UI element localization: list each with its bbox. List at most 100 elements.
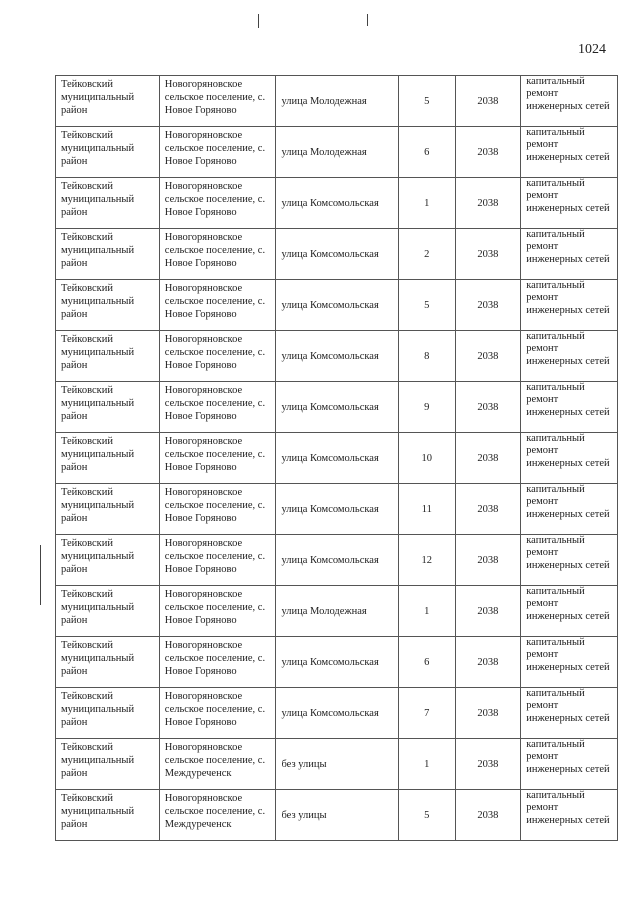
street-cell: улица Комсомольская <box>275 432 399 484</box>
district-cell: Тейковский муниципальный район <box>55 177 160 229</box>
year-cell: 2038 <box>454 432 522 484</box>
table-row: Тейковский муниципальный район Новогоряно… <box>55 228 618 280</box>
house-number-cell: 11 <box>398 483 456 535</box>
work-type-cell: капитальный ремонт инженерных сетей <box>520 483 618 535</box>
work-type-cell: капитальный ремонт инженерных сетей <box>520 75 618 127</box>
work-type-cell: капитальный ремонт инженерных сетей <box>520 126 618 178</box>
district-cell: Тейковский муниципальный район <box>55 381 160 433</box>
scan-mark <box>367 14 368 26</box>
year-cell: 2038 <box>454 228 522 280</box>
table-row: Тейковский муниципальный район Новогоряно… <box>55 483 618 535</box>
work-type-cell: капитальный ремонт инженерных сетей <box>520 789 618 841</box>
year-cell: 2038 <box>454 330 522 382</box>
district-cell: Тейковский муниципальный район <box>55 483 160 535</box>
table-row: Тейковский муниципальный район Новогоряно… <box>55 126 618 178</box>
settlement-cell: Новогоряновское сельское поселение, с. Н… <box>158 534 277 586</box>
year-cell: 2038 <box>454 534 522 586</box>
house-number-cell: 5 <box>398 279 456 331</box>
street-cell: без улицы <box>275 738 399 790</box>
house-number-cell: 6 <box>398 126 456 178</box>
settlement-cell: Новогоряновское сельское поселение, с. Н… <box>158 177 277 229</box>
work-type-cell: капитальный ремонт инженерных сетей <box>520 738 618 790</box>
table-row: Тейковский муниципальный район Новогоряно… <box>55 330 618 382</box>
street-cell: улица Молодежная <box>275 126 399 178</box>
district-cell: Тейковский муниципальный район <box>55 279 160 331</box>
settlement-cell: Новогоряновское сельское поселение, с. Н… <box>158 381 277 433</box>
table-row: Тейковский муниципальный район Новогоряно… <box>55 432 618 484</box>
work-type-cell: капитальный ремонт инженерных сетей <box>520 432 618 484</box>
table-row: Тейковский муниципальный район Новогоряно… <box>55 738 618 790</box>
page-number: 1024 <box>578 42 606 57</box>
table-row: Тейковский муниципальный район Новогоряно… <box>55 687 618 739</box>
district-cell: Тейковский муниципальный район <box>55 432 160 484</box>
year-cell: 2038 <box>454 483 522 535</box>
settlement-cell: Новогоряновское сельское поселение, с. Н… <box>158 432 277 484</box>
work-type-cell: капитальный ремонт инженерных сетей <box>520 330 618 382</box>
settlement-cell: Новогоряновское сельское поселение, с. Н… <box>158 126 277 178</box>
settlement-cell: Новогоряновское сельское поселение, с. Н… <box>158 279 277 331</box>
house-number-cell: 8 <box>398 330 456 382</box>
table-row: Тейковский муниципальный район Новогоряно… <box>55 279 618 331</box>
year-cell: 2038 <box>454 126 522 178</box>
street-cell: улица Комсомольская <box>275 687 399 739</box>
district-cell: Тейковский муниципальный район <box>55 789 160 841</box>
year-cell: 2038 <box>454 381 522 433</box>
settlement-cell: Новогоряновское сельское поселение, с. М… <box>158 738 277 790</box>
work-type-cell: капитальный ремонт инженерных сетей <box>520 381 618 433</box>
work-type-cell: капитальный ремонт инженерных сетей <box>520 279 618 331</box>
house-number-cell: 7 <box>398 687 456 739</box>
year-cell: 2038 <box>454 279 522 331</box>
settlement-cell: Новогоряновское сельское поселение, с. Н… <box>158 687 277 739</box>
street-cell: улица Комсомольская <box>275 636 399 688</box>
table-row: Тейковский муниципальный район Новогоряно… <box>55 177 618 229</box>
house-number-cell: 10 <box>398 432 456 484</box>
street-cell: улица Комсомольская <box>275 279 399 331</box>
district-cell: Тейковский муниципальный район <box>55 75 160 127</box>
settlement-cell: Новогоряновское сельское поселение, с. Н… <box>158 585 277 637</box>
year-cell: 2038 <box>454 738 522 790</box>
work-type-cell: капитальный ремонт инженерных сетей <box>520 177 618 229</box>
house-number-cell: 6 <box>398 636 456 688</box>
settlement-cell: Новогоряновское сельское поселение, с. Н… <box>158 75 277 127</box>
table-row: Тейковский муниципальный район Новогоряно… <box>55 75 618 127</box>
work-type-cell: капитальный ремонт инженерных сетей <box>520 534 618 586</box>
house-number-cell: 1 <box>398 177 456 229</box>
district-cell: Тейковский муниципальный район <box>55 330 160 382</box>
street-cell: улица Молодежная <box>275 585 399 637</box>
year-cell: 2038 <box>454 585 522 637</box>
settlement-cell: Новогоряновское сельское поселение, с. Н… <box>158 483 277 535</box>
work-type-cell: капитальный ремонт инженерных сетей <box>520 687 618 739</box>
scan-mark <box>40 545 41 605</box>
house-number-cell: 12 <box>398 534 456 586</box>
housing-table: Тейковский муниципальный район Новогоряно… <box>55 75 618 841</box>
district-cell: Тейковский муниципальный район <box>55 126 160 178</box>
street-cell: без улицы <box>275 789 399 841</box>
street-cell: улица Комсомольская <box>275 534 399 586</box>
street-cell: улица Молодежная <box>275 75 399 127</box>
district-cell: Тейковский муниципальный район <box>55 687 160 739</box>
house-number-cell: 2 <box>398 228 456 280</box>
year-cell: 2038 <box>454 75 522 127</box>
house-number-cell: 1 <box>398 738 456 790</box>
settlement-cell: Новогоряновское сельское поселение, с. Н… <box>158 636 277 688</box>
table-row: Тейковский муниципальный район Новогоряно… <box>55 534 618 586</box>
house-number-cell: 5 <box>398 789 456 841</box>
street-cell: улица Комсомольская <box>275 330 399 382</box>
table-row: Тейковский муниципальный район Новогоряно… <box>55 636 618 688</box>
district-cell: Тейковский муниципальный район <box>55 738 160 790</box>
street-cell: улица Комсомольская <box>275 483 399 535</box>
work-type-cell: капитальный ремонт инженерных сетей <box>520 636 618 688</box>
table-row: Тейковский муниципальный район Новогоряно… <box>55 381 618 433</box>
settlement-cell: Новогоряновское сельское поселение, с. М… <box>158 789 277 841</box>
year-cell: 2038 <box>454 789 522 841</box>
street-cell: улица Комсомольская <box>275 228 399 280</box>
table-row: Тейковский муниципальный район Новогоряно… <box>55 585 618 637</box>
year-cell: 2038 <box>454 687 522 739</box>
street-cell: улица Комсомольская <box>275 381 399 433</box>
house-number-cell: 1 <box>398 585 456 637</box>
district-cell: Тейковский муниципальный район <box>55 534 160 586</box>
year-cell: 2038 <box>454 636 522 688</box>
house-number-cell: 5 <box>398 75 456 127</box>
settlement-cell: Новогоряновское сельское поселение, с. Н… <box>158 228 277 280</box>
house-number-cell: 9 <box>398 381 456 433</box>
